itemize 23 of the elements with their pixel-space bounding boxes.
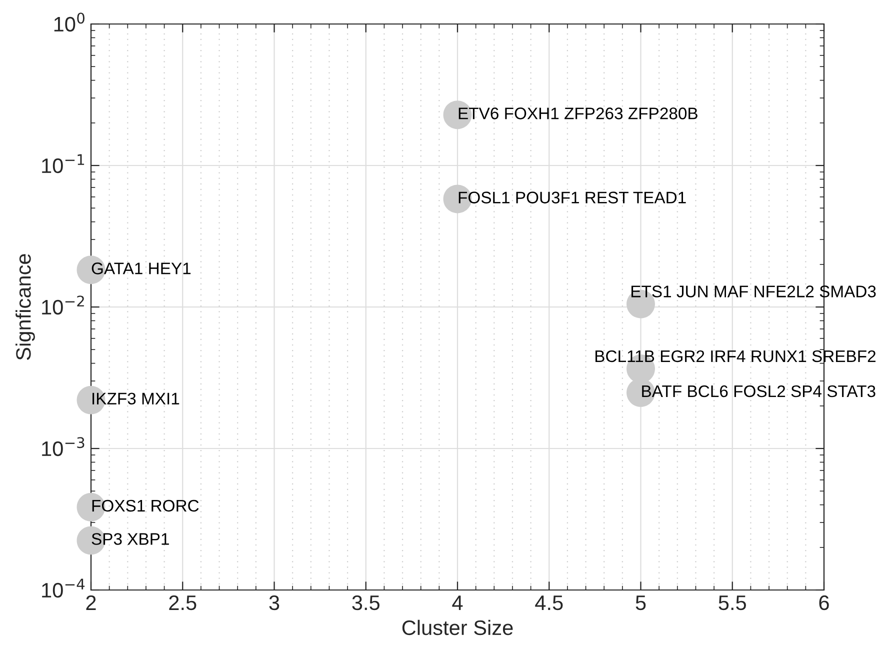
y-tick-label: 10$^{−3}$: [42, 437, 84, 456]
annotation: BATF BCL6 FOSL2 SP4 STAT3: [642, 385, 876, 398]
annotation: FOSL1 POU3F1 REST TEAD1: [458, 192, 686, 204]
y-tick-label: 10$^{−4}$: [42, 578, 85, 598]
annotation: GATA1 HEY1: [92, 262, 191, 274]
x-tick-label: 4.5: [535, 596, 563, 610]
annotation: SP3 XBP1: [92, 533, 169, 545]
x-tick-label: 3.5: [352, 595, 380, 610]
y-axis-title: Signficance: [16, 254, 35, 360]
y-tick-label: 10$^{−1}$: [42, 154, 84, 174]
annotation: FOXS1 RORC: [92, 500, 199, 512]
x-tick-label: 5.5: [718, 596, 746, 610]
annotation: ETV6 FOXH1 ZFP263 ZFP280B: [458, 108, 698, 120]
annotation: IKZF3 MXI1: [92, 392, 180, 405]
y-tick-label: 10$^{−2}$: [42, 296, 84, 315]
y-tick-label: 10$^{0}$: [54, 12, 84, 32]
x-axis-title: Cluster Size: [402, 620, 513, 636]
x-tick-label: 2: [86, 595, 96, 610]
x-tick-label: 4: [452, 596, 463, 610]
x-tick-label: 6: [819, 595, 829, 610]
x-tick-label: 2.5: [169, 595, 196, 610]
x-tick-label: 3: [269, 595, 280, 610]
x-tick-label: 5: [636, 596, 646, 610]
